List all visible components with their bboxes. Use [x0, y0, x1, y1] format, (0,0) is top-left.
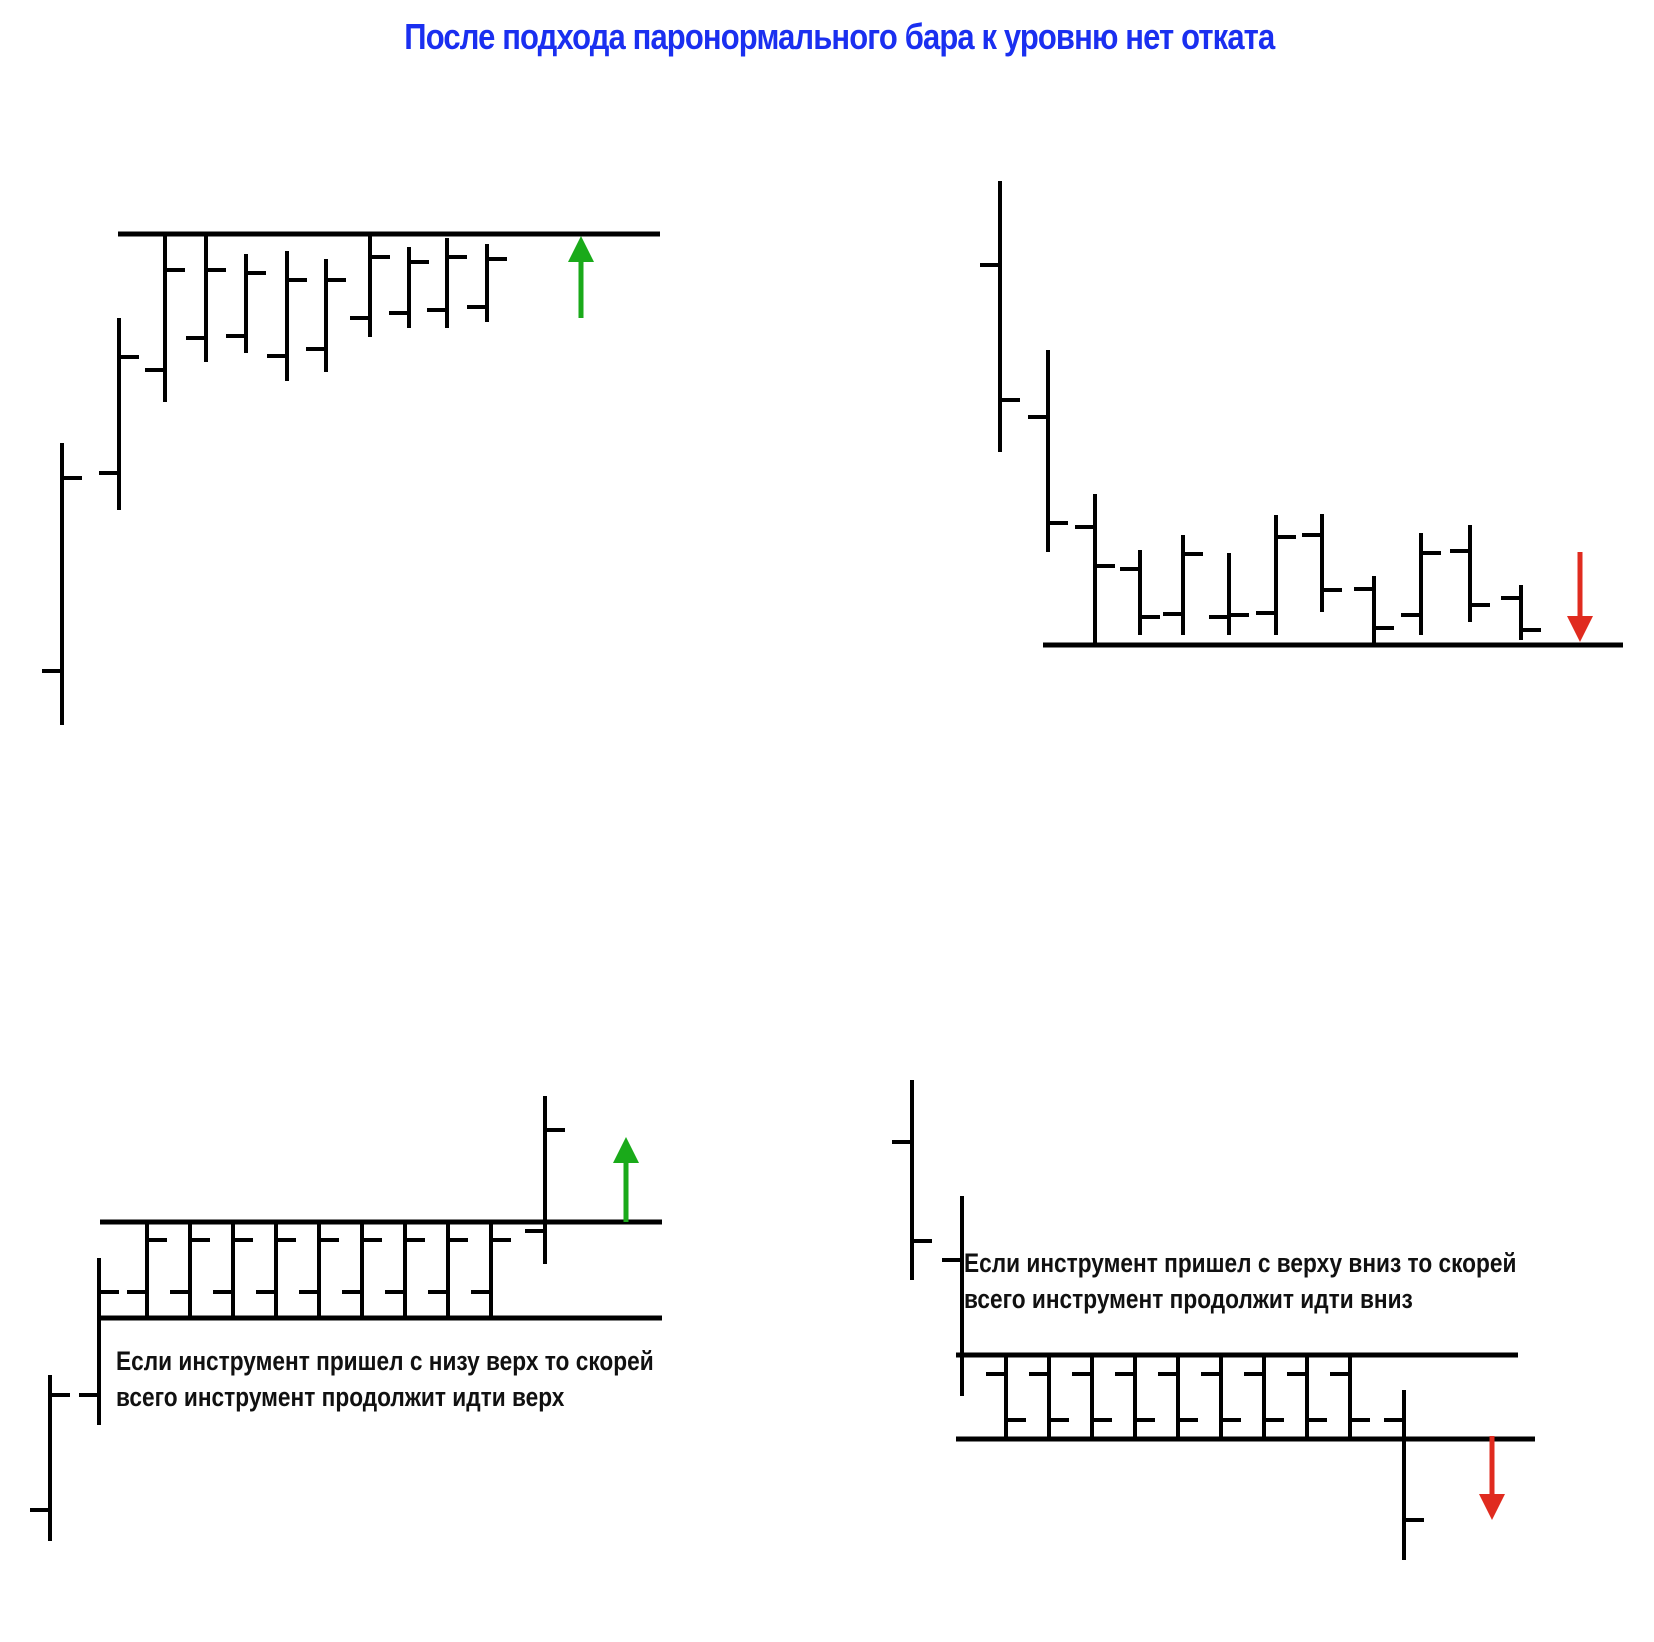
caption-bottom-right: Если инструмент пришел с верху вниз то с…	[964, 1245, 1516, 1317]
ohlc-bar	[306, 259, 346, 372]
ohlc-bar	[428, 1222, 468, 1318]
ohlc-bar	[1501, 585, 1541, 640]
ohlc-bar	[267, 251, 307, 381]
ohlc-bar	[145, 236, 185, 402]
ohlc-bar	[213, 1222, 253, 1318]
ohlc-bar	[127, 1222, 167, 1318]
ohlc-bar	[1256, 515, 1296, 635]
arrow-head	[1479, 1494, 1505, 1520]
page-title: После подхода паронормального бара к уро…	[404, 16, 1275, 57]
ohlc-bar	[256, 1222, 296, 1318]
caption-line: Если инструмент пришел с низу верх то ск…	[116, 1346, 654, 1376]
ohlc-bar	[1354, 576, 1394, 643]
ohlc-bar	[1158, 1355, 1198, 1439]
caption-line: всего инструмент продолжит идти вниз	[964, 1284, 1413, 1314]
panel-bottom-left	[30, 1096, 662, 1541]
ohlc-bar	[186, 236, 226, 362]
ohlc-bar	[427, 238, 467, 328]
ohlc-bar	[1201, 1355, 1241, 1439]
ohlc-bar	[1115, 1355, 1155, 1439]
ohlc-bar	[170, 1222, 210, 1318]
ohlc-bar	[1384, 1390, 1424, 1560]
ohlc-bar	[1163, 535, 1203, 635]
ohlc-bar	[1075, 494, 1115, 645]
caption-line: Если инструмент пришел с верху вниз то с…	[964, 1248, 1517, 1278]
arrow-head	[1567, 616, 1593, 642]
ohlc-bar	[892, 1080, 932, 1280]
ohlc-bar	[79, 1258, 119, 1425]
ohlc-bar	[99, 318, 139, 510]
arrow-up-icon	[568, 236, 594, 318]
ohlc-bar	[1029, 1355, 1069, 1439]
ohlc-bar	[1120, 550, 1160, 635]
ohlc-bar	[525, 1096, 565, 1264]
ohlc-bar	[30, 1375, 70, 1541]
caption-bottom-left: Если инструмент пришел с низу верх то ск…	[116, 1343, 654, 1415]
ohlc-bar	[389, 247, 429, 328]
caption-line: всего инструмент продолжит идти верх	[116, 1382, 565, 1412]
ohlc-bar	[1244, 1355, 1284, 1439]
ohlc-bar	[980, 181, 1020, 452]
ohlc-bar	[1302, 514, 1342, 612]
ohlc-bar	[1072, 1355, 1112, 1439]
ohlc-bar	[1450, 525, 1490, 622]
arrow-up-icon	[613, 1137, 639, 1222]
ohlc-bar	[1330, 1355, 1370, 1439]
ohlc-bar	[1287, 1355, 1327, 1439]
ohlc-bar	[385, 1222, 425, 1318]
ohlc-bar	[467, 244, 507, 322]
panel-bottom-right	[892, 1080, 1535, 1560]
ohlc-bar	[942, 1196, 982, 1396]
ohlc-bar	[342, 1222, 382, 1318]
arrow-down-icon	[1567, 552, 1593, 642]
arrow-down-icon	[1479, 1436, 1505, 1520]
ohlc-bar	[1401, 533, 1441, 635]
arrow-head	[568, 236, 594, 262]
panel-top-left	[42, 231, 660, 725]
ohlc-bar	[471, 1222, 511, 1318]
ohlc-bar	[1209, 553, 1249, 635]
ohlc-bar	[986, 1355, 1026, 1439]
panel-top-right	[980, 181, 1623, 648]
ohlc-bar	[299, 1222, 339, 1318]
arrow-head	[613, 1137, 639, 1163]
ohlc-bar	[1028, 350, 1068, 552]
ohlc-bar	[226, 254, 266, 353]
ohlc-bar	[42, 443, 82, 725]
ohlc-bar	[350, 236, 390, 337]
